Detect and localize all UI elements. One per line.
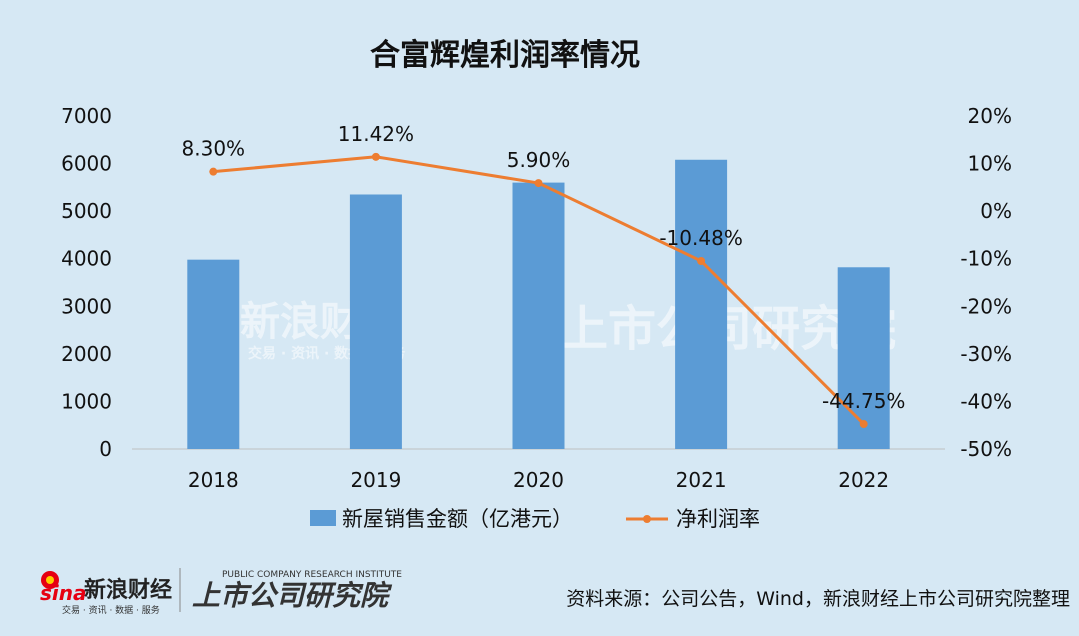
left-axis-tick: 1000 [61,389,112,413]
left-axis-tick: 2000 [61,342,112,366]
legend-bar-label: 新屋销售金额（亿港元） [342,507,573,531]
left-axis-tick: 0 [99,437,112,461]
x-axis-tick: 2021 [676,468,727,492]
institute-logo-text: 上市公司研究院 [192,579,393,612]
sina-wordmark: sina [40,581,87,605]
left-axis-tick: 7000 [61,104,112,128]
line-data-label: -10.48% [659,226,742,250]
line-point [697,256,706,265]
bar [512,182,565,449]
line-data-label: -44.75% [822,389,905,413]
bar [675,159,728,449]
right-axis-tick: -50% [960,437,1012,461]
line-point [209,167,218,176]
left-axis-tick: 3000 [61,294,112,318]
institute-logo-sub: PUBLIC COMPANY RESEARCH INSTITUTE [222,570,402,580]
left-axis-tick: 5000 [61,199,112,223]
right-axis-tick: -10% [960,247,1012,271]
bar [349,194,402,449]
legend: 新屋销售金额（亿港元） 净利润率 [310,507,760,531]
line-data-label: 11.42% [338,122,414,146]
sina-logo-text: 新浪财经 [84,577,172,603]
line-point [859,420,868,429]
line-point [534,179,543,188]
chart-title: 合富辉煌利润率情况 [370,38,640,73]
x-axis-tick: 2019 [350,468,401,492]
legend-line-label: 净利润率 [676,507,760,531]
institute-logo: PUBLIC COMPANY RESEARCH INSTITUTE 上市公司研究… [192,570,402,612]
right-axis-tick: -20% [960,294,1012,318]
watermark: 新浪财经 交易 · 资讯 · 数据 · 服务 上市公司研究院 [240,299,896,362]
sina-logo-sub: 交易 · 资讯 · 数据 · 服务 [62,604,160,616]
bar [837,267,890,449]
x-axis-tick: 2022 [838,468,889,492]
line-data-labels: 8.30% 11.42% 5.90% -10.48% -44.75% [182,122,906,413]
right-axis-tick: -40% [960,389,1012,413]
legend-line-marker [643,515,651,523]
x-axis-tick: 2018 [188,468,239,492]
right-axis-tick: -30% [960,342,1012,366]
right-axis-tick: 0% [980,199,1012,223]
bar [187,259,240,449]
left-axis-tick: 4000 [61,247,112,271]
bar-series [187,159,890,449]
left-axis-tick: 6000 [61,152,112,176]
left-axis-ticks: 0 1000 2000 3000 4000 5000 6000 7000 [61,104,112,461]
right-axis-tick: 20% [968,104,1012,128]
right-axis-tick: 10% [968,152,1012,176]
line-point [371,152,380,161]
line-series [209,152,868,429]
right-axis-ticks: -50% -40% -30% -20% -10% 0% 10% 20% [960,104,1012,461]
legend-bar-swatch [310,510,336,526]
line-data-label: 8.30% [182,137,246,161]
line-data-label: 5.90% [507,148,571,172]
source-note: 资料来源：公司公告，Wind，新浪财经上市公司研究院整理 [566,588,1070,610]
sina-logo: sina 新浪财经 交易 · 资讯 · 数据 · 服务 [40,571,172,616]
x-axis-ticks: 2018 2019 2020 2021 2022 [188,468,889,492]
x-axis-tick: 2020 [513,468,564,492]
